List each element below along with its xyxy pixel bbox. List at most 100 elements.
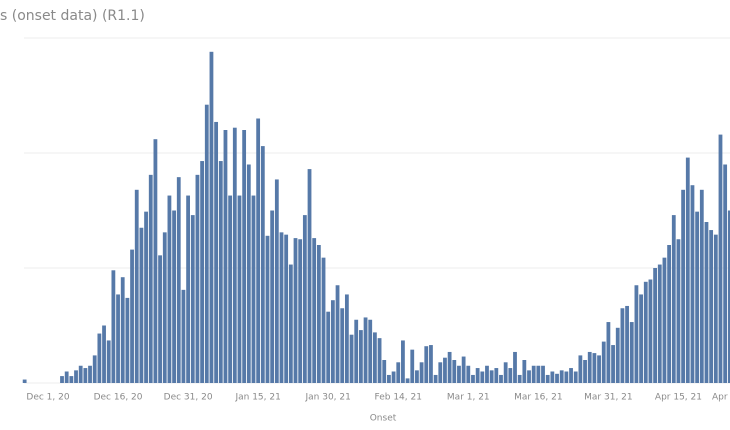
bar bbox=[316, 245, 321, 383]
bar bbox=[181, 289, 186, 383]
bar bbox=[625, 305, 629, 383]
bar bbox=[246, 164, 251, 383]
x-tick-label: Apr bbox=[712, 393, 728, 403]
bar bbox=[153, 139, 158, 383]
bar bbox=[681, 189, 686, 383]
bar bbox=[513, 351, 517, 383]
bar bbox=[298, 239, 303, 383]
bar bbox=[690, 185, 695, 383]
bar bbox=[92, 355, 97, 383]
bar bbox=[489, 370, 494, 383]
bar bbox=[391, 371, 396, 383]
bar bbox=[653, 268, 657, 383]
bar bbox=[545, 374, 550, 383]
bar bbox=[190, 215, 195, 383]
x-tick-label: Dec 31, 20 bbox=[164, 393, 213, 403]
bar bbox=[536, 365, 541, 383]
bar bbox=[499, 374, 503, 383]
bar bbox=[237, 195, 242, 383]
x-tick-label: Mar 31, 21 bbox=[584, 393, 632, 403]
bar bbox=[284, 234, 289, 383]
bar bbox=[214, 121, 219, 383]
bar bbox=[88, 365, 92, 383]
bar bbox=[340, 308, 345, 383]
x-tick-label: Apr 15, 21 bbox=[655, 393, 702, 403]
bar bbox=[172, 210, 176, 383]
bar bbox=[415, 370, 419, 383]
bar bbox=[419, 362, 424, 383]
bar bbox=[452, 360, 457, 383]
bar bbox=[657, 264, 662, 383]
bar bbox=[541, 365, 545, 383]
bar bbox=[485, 365, 489, 383]
x-tick-label: Mar 16, 21 bbox=[514, 393, 562, 403]
bar bbox=[134, 189, 139, 383]
bar bbox=[429, 345, 433, 383]
bar bbox=[321, 257, 326, 383]
bar bbox=[629, 322, 634, 383]
x-tick-label: Feb 14, 21 bbox=[375, 393, 422, 403]
bar bbox=[671, 215, 676, 383]
bar bbox=[648, 279, 653, 383]
bar bbox=[377, 338, 382, 383]
bar bbox=[503, 362, 508, 383]
bar bbox=[662, 257, 667, 383]
bar bbox=[480, 371, 485, 383]
bar bbox=[125, 297, 130, 383]
bar bbox=[611, 345, 615, 383]
bar bbox=[120, 277, 125, 383]
bar bbox=[531, 365, 536, 383]
bar bbox=[695, 211, 700, 383]
bar bbox=[410, 349, 415, 383]
bar bbox=[83, 368, 88, 383]
bar bbox=[676, 239, 681, 383]
bar bbox=[363, 317, 368, 383]
bar bbox=[344, 294, 349, 383]
bar bbox=[373, 332, 377, 383]
bar bbox=[78, 365, 83, 383]
bar bbox=[330, 300, 335, 383]
bar bbox=[601, 341, 606, 383]
bar bbox=[195, 174, 200, 383]
bar bbox=[634, 285, 639, 383]
bar bbox=[382, 360, 387, 383]
bar bbox=[274, 179, 279, 383]
bar bbox=[307, 169, 312, 383]
bar bbox=[102, 325, 106, 383]
bar bbox=[22, 379, 27, 383]
bar bbox=[643, 281, 648, 383]
bar bbox=[704, 222, 709, 383]
bar bbox=[232, 127, 237, 383]
bar bbox=[186, 195, 190, 383]
bar bbox=[727, 210, 730, 383]
bar bbox=[130, 249, 134, 383]
bar bbox=[508, 368, 513, 383]
bar bbox=[405, 378, 410, 383]
bar bbox=[438, 362, 443, 383]
bar bbox=[578, 355, 583, 383]
bar bbox=[162, 232, 167, 383]
bar bbox=[144, 211, 148, 383]
bar bbox=[387, 374, 391, 383]
bar bbox=[713, 234, 718, 383]
bar bbox=[176, 177, 181, 383]
bar bbox=[699, 189, 704, 383]
bar bbox=[368, 319, 373, 383]
x-tick-label: Dec 16, 20 bbox=[94, 393, 143, 403]
bar bbox=[667, 245, 672, 383]
bar bbox=[64, 371, 69, 383]
bar bbox=[494, 368, 499, 383]
bar bbox=[461, 356, 466, 383]
bar bbox=[265, 235, 270, 383]
bar bbox=[559, 370, 564, 383]
bar bbox=[223, 130, 228, 383]
bar bbox=[550, 371, 555, 383]
bar bbox=[606, 322, 611, 383]
bar bbox=[466, 365, 471, 383]
bar bbox=[569, 368, 573, 383]
bar bbox=[396, 362, 401, 383]
bar bbox=[564, 371, 569, 383]
bar bbox=[228, 195, 233, 383]
